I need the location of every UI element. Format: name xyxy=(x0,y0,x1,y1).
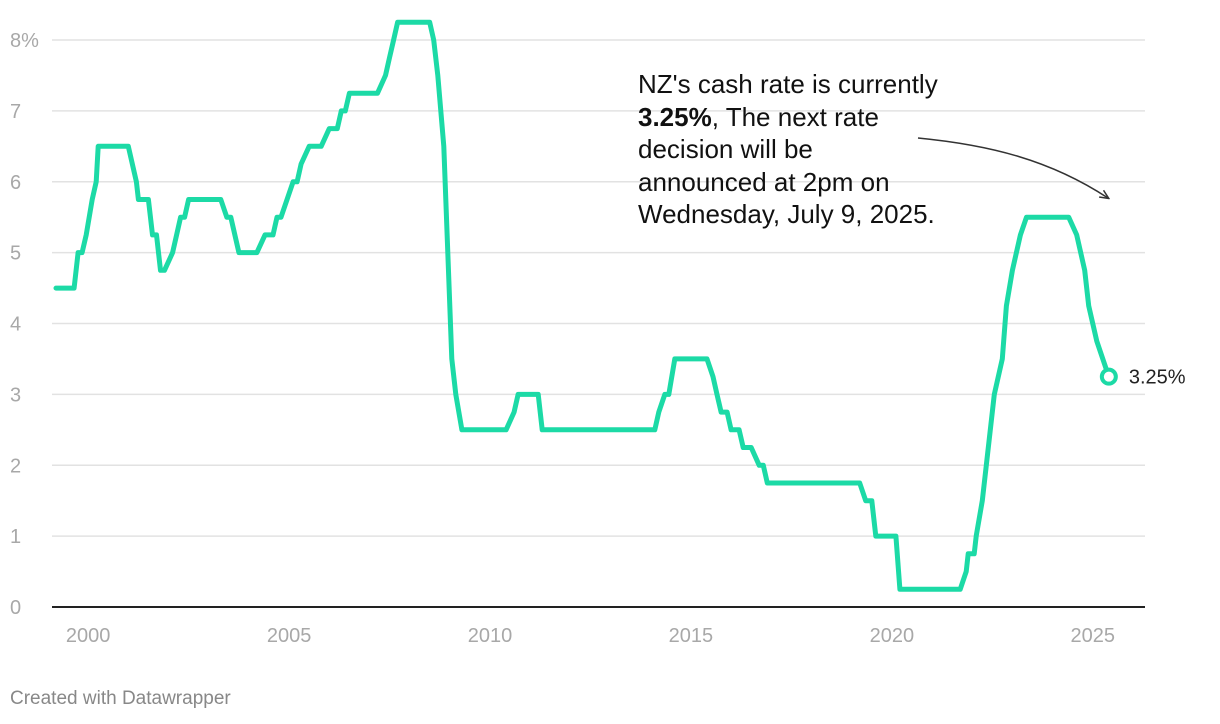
x-tick-label: 2015 xyxy=(669,625,714,647)
series-layer: 3.25% xyxy=(53,19,1186,592)
y-tick-label: 4 xyxy=(10,314,21,336)
annotation-highlight-rate: 3.25% xyxy=(638,101,712,132)
annotation-text-before: NZ's cash rate is currently xyxy=(638,69,938,99)
end-point-marker xyxy=(1099,367,1118,386)
y-tick-label: 3 xyxy=(10,384,21,406)
datawrapper-credit: Created with Datawrapper xyxy=(10,688,231,709)
x-tick-label: 2010 xyxy=(468,625,513,647)
y-tick-label: 5 xyxy=(10,243,21,265)
annotation-text-after: , The next rate decision will be announc… xyxy=(638,101,935,230)
y-tick-label: 0 xyxy=(10,597,21,619)
end-point-label: 3.25% xyxy=(1129,367,1186,389)
y-tick-label: 2 xyxy=(10,455,21,477)
y-tick-label: 6 xyxy=(10,172,21,194)
y-tick-label: 1 xyxy=(10,526,21,548)
x-tick-label: 2000 xyxy=(66,625,111,647)
annotation-arrow xyxy=(917,137,1108,198)
y-tick-label: 8% xyxy=(10,30,39,52)
axes: 0 1 2 3 4 5 6 7 8% 2000 2005 2010 2015 2020 2025 xyxy=(10,30,1145,647)
x-tick-label: 2025 xyxy=(1071,625,1116,647)
cash-rate-line xyxy=(53,19,1112,592)
x-tick-label: 2005 xyxy=(267,625,312,647)
y-tick-label: 7 xyxy=(10,101,21,123)
x-tick-label: 2020 xyxy=(870,625,915,647)
gridlines xyxy=(52,39,1145,537)
rate-annotation: NZ's cash rate is currently 3.25%, The n… xyxy=(638,68,938,231)
